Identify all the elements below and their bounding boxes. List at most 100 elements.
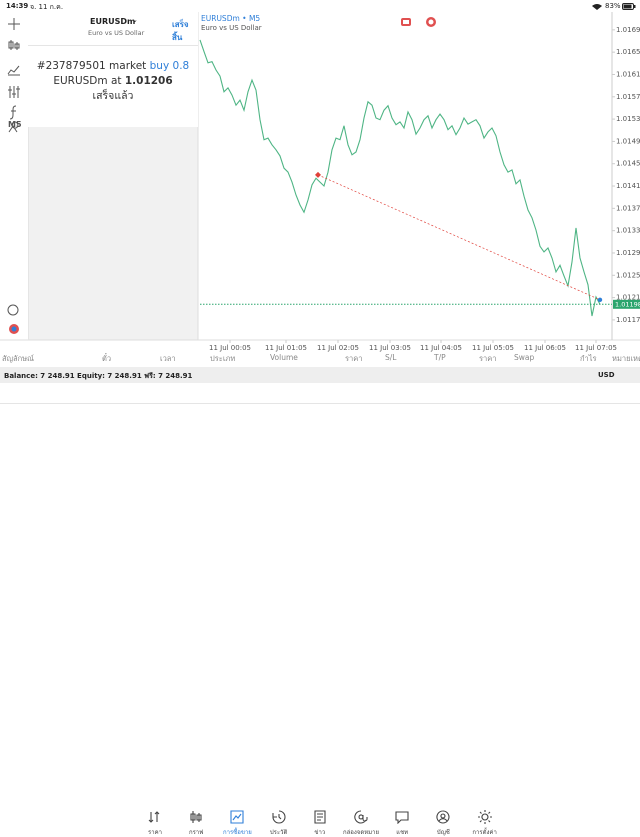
y-tick-label: 1.01210 xyxy=(616,294,640,302)
nav-item[interactable]: กล่องจดหมาย xyxy=(339,810,383,837)
balance-text: Balance: 7 248.91 Equity: 7 248.91 ฟรี: … xyxy=(4,372,193,380)
column-header[interactable]: เวลา xyxy=(160,354,176,363)
bottom-tool-icons xyxy=(7,304,19,334)
y-tick-label: 1.01410 xyxy=(616,182,640,190)
status-bar: 14:39 จ. 11 ก.ค. 83% xyxy=(0,0,640,12)
column-header[interactable]: ตั๋ว xyxy=(102,354,112,363)
nav-item[interactable]: การซื้อขาย xyxy=(215,810,259,837)
nav-label: ประวัติ xyxy=(269,829,288,836)
trade-open-marker xyxy=(315,171,321,178)
nav-label: ราคา xyxy=(148,829,162,836)
current-price-box xyxy=(613,299,640,309)
order-header: EURUSDm ⌄ Euro vs US Dollar เสร็จสิ้น xyxy=(28,12,198,46)
crosshair-icon[interactable] xyxy=(8,18,20,30)
column-header[interactable]: ราคา xyxy=(345,354,363,363)
chart-title: EURUSDm • M5 xyxy=(201,14,260,23)
y-tick-label: 1.01450 xyxy=(616,160,640,168)
x-tick-label: 11 Jul 05:05 xyxy=(472,344,514,352)
nav-label: ข่าว xyxy=(314,829,326,836)
function-icon[interactable] xyxy=(9,105,17,120)
nav-label: บัญชี xyxy=(436,829,450,836)
column-header[interactable]: T/P xyxy=(434,353,446,362)
nav-label: กล่องจดหมาย xyxy=(342,829,380,836)
nav-item[interactable]: ราคา xyxy=(133,810,177,837)
nav-icon-path xyxy=(314,810,326,824)
chart-icon xyxy=(403,20,409,24)
order-ticket: #237879501 market xyxy=(36,60,147,72)
x-tick-label: 11 Jul 06:05 xyxy=(524,344,566,352)
y-tick-label: 1.01530 xyxy=(616,115,640,123)
x-tick-label: 11 Jul 00:05 xyxy=(209,344,251,352)
status-time: 14:39 xyxy=(6,2,29,10)
nav-icon xyxy=(190,811,202,823)
nav-icon xyxy=(314,810,326,824)
nav-icon xyxy=(354,810,368,824)
y-tick-label: 1.01370 xyxy=(616,204,640,212)
order-line: EURUSDm at 1.01206 xyxy=(28,74,198,89)
battery: 83% xyxy=(605,2,621,10)
chart-icon xyxy=(428,19,434,25)
zoom-icon[interactable] xyxy=(7,304,19,316)
column-header[interactable]: Volume xyxy=(270,353,298,362)
column-header[interactable]: Swap xyxy=(514,353,535,362)
nav-item[interactable]: ข่าว xyxy=(298,810,342,837)
nav-item[interactable]: แชท xyxy=(380,810,424,837)
nav-label: แชท xyxy=(396,829,409,836)
symbol[interactable]: EURUSDm xyxy=(90,17,136,26)
panel-backdrop xyxy=(28,127,198,340)
nav-item[interactable]: บัญชี xyxy=(421,810,465,837)
done-button[interactable]: เสร็จสิ้น xyxy=(172,20,189,42)
column-header[interactable]: หมายเหตุ xyxy=(612,354,640,363)
nav-icon-path xyxy=(354,810,368,824)
wifi-icon xyxy=(592,4,602,10)
nav-icon-path xyxy=(190,811,202,823)
chart-subtitle: Euro vs US Dollar xyxy=(201,24,262,32)
x-tick-label: 11 Jul 02:05 xyxy=(317,344,359,352)
chart: EURUSDm • M5 Euro vs US Dollar 1.01690 1.… xyxy=(0,12,640,352)
column-header[interactable]: ประเภท xyxy=(210,354,236,363)
y-tick-label: 1.01610 xyxy=(616,70,640,78)
battery-icon xyxy=(622,3,636,10)
timeframe-button[interactable]: M5 xyxy=(8,120,22,129)
x-tick-label: 11 Jul 03:05 xyxy=(369,344,411,352)
status-date: จ. 11 ก.ค. xyxy=(30,3,64,11)
candles-icon[interactable] xyxy=(8,40,20,50)
nav-icon-path xyxy=(230,810,244,824)
nav-item[interactable]: กราฟ xyxy=(174,810,218,837)
nav-item[interactable]: ประวัติ xyxy=(257,810,301,837)
column-header[interactable]: ราคา xyxy=(479,354,497,363)
currency: USD xyxy=(598,371,615,379)
objects-icon[interactable] xyxy=(8,121,19,133)
order-result: #237879501 market buy 0.8 EURUSDm at 1.0… xyxy=(28,59,198,104)
nav-label: กราฟ xyxy=(188,829,204,836)
nav-icon-path xyxy=(395,811,409,824)
nav-icon xyxy=(230,810,244,824)
column-header[interactable]: กำไร xyxy=(580,354,597,363)
settings-icon[interactable] xyxy=(8,86,20,98)
column-header[interactable]: S/L xyxy=(385,353,397,362)
balance-bar: Balance: 7 248.91 Equity: 7 248.91 ฟรี: … xyxy=(0,367,640,383)
indicators-icon[interactable] xyxy=(7,65,20,76)
positions-table-header: สัญลักษณ์ ตั๋ว เวลา ประเภท Volume ราคา S/L T/P ร… xyxy=(0,341,640,365)
price-line xyxy=(199,39,601,317)
y-tick-label: 1.01650 xyxy=(616,48,640,56)
x-tick-label: 11 Jul 07:05 xyxy=(575,344,617,352)
nav-icon-path xyxy=(272,810,286,824)
nav-icon xyxy=(395,811,409,824)
order-panel: EURUSDm ⌄ Euro vs US Dollar เสร็จสิ้น #2… xyxy=(28,12,198,127)
trade-icon xyxy=(11,326,17,332)
current-price-label: 1.01198 xyxy=(615,300,640,308)
nav-item[interactable]: การตั้งค่า xyxy=(463,810,507,837)
trade-entry-marker xyxy=(597,297,603,303)
nav-icon-path xyxy=(477,810,492,824)
nav-icon xyxy=(148,811,160,823)
nav-icon-path xyxy=(148,811,160,823)
nav-icon xyxy=(272,810,286,824)
column-header[interactable]: สัญลักษณ์ xyxy=(2,354,35,363)
y-tick-label: 1.01290 xyxy=(616,249,640,257)
chevron: ⌄ xyxy=(132,16,138,24)
order-side: buy 0.8 xyxy=(149,60,190,72)
symbol-description: Euro vs US Dollar xyxy=(88,29,145,37)
order-line: #237879501 market buy 0.8 xyxy=(28,59,198,74)
